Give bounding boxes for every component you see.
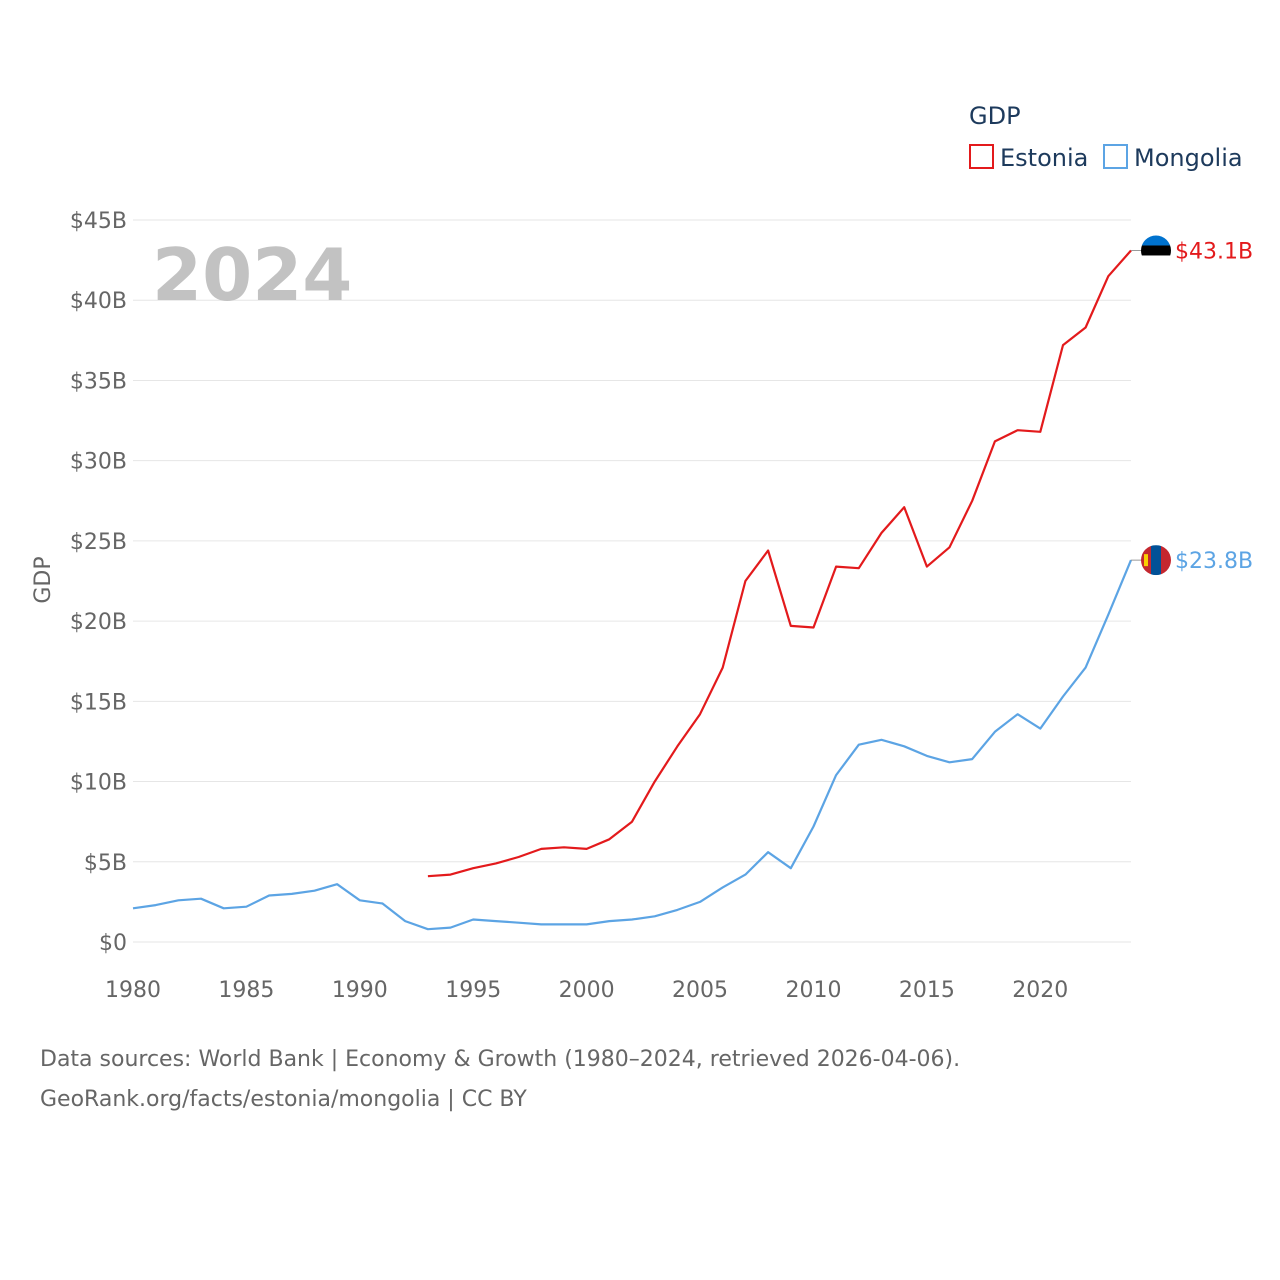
source-line-2[interactable]: GeoRank.org/facts/estonia/mongolia | CC … — [40, 1087, 527, 1112]
y-tick-label: $35B — [70, 369, 127, 394]
x-tick-label: 2000 — [559, 978, 615, 1003]
legend-label-estonia[interactable]: Estonia — [1000, 144, 1088, 172]
year-label: 2024 — [152, 233, 352, 317]
y-tick-label: $45B — [70, 209, 127, 234]
mongolia-flag-icon — [1141, 545, 1171, 576]
end-label-estonia: $43.1B — [1175, 239, 1253, 264]
y-axis-ticks: $0 $5B $10B $15B $20B $25B $30B $35B $40B $45B — [70, 209, 127, 956]
series-line-mongolia[interactable] — [132, 559, 1133, 931]
legend[interactable]: GDP Estonia Mongolia — [969, 102, 1243, 172]
legend-swatch-mongolia[interactable] — [1103, 144, 1128, 169]
y-axis-title: GDP — [31, 556, 56, 603]
estonia-flag-icon — [1141, 235, 1171, 266]
source-line-1: Data sources: World Bank | Economy & Gro… — [40, 1047, 961, 1072]
legend-title: GDP — [969, 102, 1021, 130]
legend-label-mongolia[interactable]: Mongolia — [1134, 144, 1243, 172]
gdp-line-chart: $0 $5B $10B $15B $20B $25B $30B $35B $40B $45B 19… — [31, 102, 1253, 1003]
y-tick-label: $30B — [70, 450, 127, 475]
x-tick-label: 2005 — [672, 978, 728, 1003]
end-label-mongolia: $23.8B — [1175, 549, 1253, 574]
series-lines — [132, 249, 1133, 931]
x-tick-label: 2020 — [1012, 978, 1068, 1003]
y-tick-label: $15B — [70, 690, 127, 715]
source-note: Data sources: World Bank | Economy & Gro… — [40, 1040, 1240, 1120]
y-tick-label: $0 — [99, 931, 127, 956]
series-line-estonia[interactable] — [427, 249, 1132, 878]
y-tick-label: $10B — [70, 771, 127, 796]
x-tick-label: 1980 — [105, 978, 161, 1003]
x-tick-label: 1985 — [218, 978, 274, 1003]
x-tick-label: 1995 — [445, 978, 501, 1003]
y-tick-label: $40B — [70, 289, 127, 314]
y-tick-label: $25B — [70, 530, 127, 555]
series-end-markers: $43.1B $23.8B — [1131, 235, 1253, 576]
x-tick-label: 2015 — [899, 978, 955, 1003]
gridlines — [133, 219, 1131, 943]
y-tick-label: $20B — [70, 610, 127, 635]
y-tick-label: $5B — [84, 851, 127, 876]
x-tick-label: 2010 — [785, 978, 841, 1003]
x-axis-ticks: 1980 1985 1990 1995 2000 2005 2010 2015 2020 — [105, 978, 1068, 1003]
legend-swatch-estonia[interactable] — [969, 144, 994, 169]
x-tick-label: 1990 — [332, 978, 388, 1003]
